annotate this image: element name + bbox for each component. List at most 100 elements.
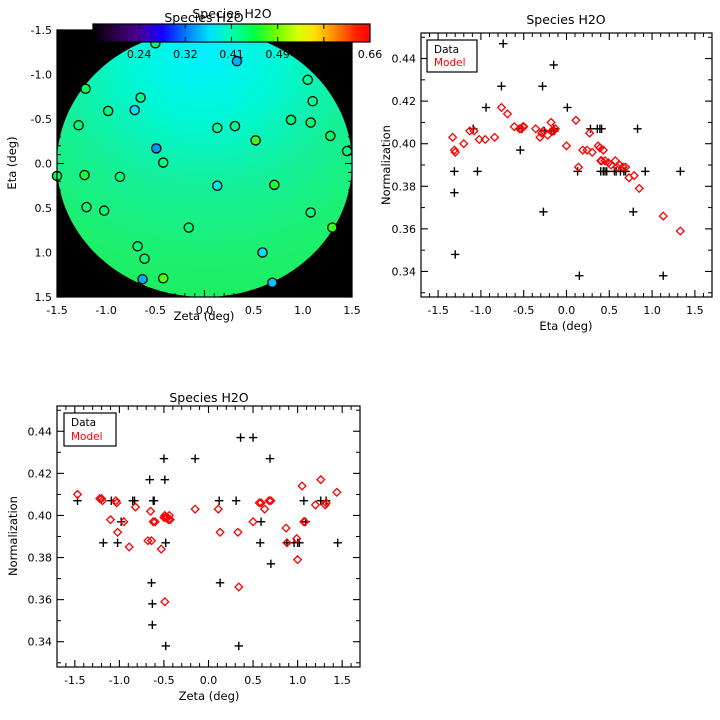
model-marker-diamond <box>530 124 541 134</box>
axis-tick-label-y: 0.40 <box>28 509 53 522</box>
model-marker-diamond <box>571 115 581 126</box>
map-data-point <box>151 143 162 154</box>
model-marker-diamond <box>248 517 258 527</box>
model-marker-diamond <box>573 162 584 172</box>
model-marker-diamond <box>282 538 292 548</box>
zeta-plot-panel: Species H2O -1.5 -1.0 -0.5 0.0 0.5 1.0 1.5 0.34… <box>0 378 380 720</box>
model-marker-diamond <box>518 121 529 132</box>
image-map-ylabel: Eta (deg) <box>5 136 19 189</box>
axis-tick-label-y: 0.36 <box>28 594 53 607</box>
model-marker-diamond <box>538 126 549 136</box>
eta-plot-point-group <box>447 39 686 280</box>
model-marker-diamond <box>213 504 224 514</box>
axis-tick-label-x: 0.0 <box>200 674 218 687</box>
model-marker-diamond <box>606 160 616 170</box>
colorbar-tick-label: 0.57 <box>312 48 337 61</box>
map-data-point <box>81 201 92 213</box>
eta-plot-panel: Species H2O -1.5 -1.0 -0.5 0.0 0.5 1.0 1.5 0.34… <box>379 0 720 340</box>
model-marker-diamond <box>72 489 83 500</box>
colorbar-tick-label: 0.32 <box>173 48 198 61</box>
map-data-point <box>137 273 148 285</box>
map-data-point <box>250 135 261 146</box>
zeta-legend-model-label: Model <box>71 431 103 443</box>
model-marker-diamond <box>658 211 668 221</box>
model-marker-diamond <box>145 506 156 516</box>
model-marker-diamond <box>514 124 525 134</box>
map-data-point <box>79 169 90 181</box>
map-data-point <box>157 273 169 284</box>
map-data-point <box>212 122 223 134</box>
model-marker-diamond <box>105 514 116 525</box>
model-marker-diamond <box>516 124 526 134</box>
map-data-point <box>80 83 91 94</box>
axis-tick-label-x: -1.5 <box>427 304 448 317</box>
model-marker-diamond <box>233 527 243 538</box>
image-map-xlabel: Zeta (deg) <box>174 309 235 323</box>
axis-tick-label-x: 0.0 <box>558 304 576 317</box>
zeta-plot-xlabel: Zeta (deg) <box>179 689 240 703</box>
eta-plot-ylabel: Normalization <box>379 125 393 205</box>
image-map-axes: -1.5 -1.0 -0.5 0.0 0.5 1.0 1.5 1.5 1.0 0.5 0.0 -0.5… <box>31 24 361 317</box>
model-marker-diamond <box>548 126 559 136</box>
model-marker-diamond <box>254 498 265 508</box>
image-map-point-group <box>51 38 353 289</box>
map-data-point <box>269 179 280 191</box>
map-data-point <box>267 277 278 289</box>
map-data-point <box>157 157 169 168</box>
axis-tick-label-x: 1.5 <box>686 304 704 317</box>
map-data-point <box>139 253 150 264</box>
zeta-plot-svg: Species H2O -1.5 -1.0 -0.5 0.0 0.5 1.0 1.5 0.34… <box>6 390 361 703</box>
map-data-point <box>285 114 297 126</box>
model-marker-diamond <box>332 487 342 498</box>
model-marker-diamond <box>111 498 122 508</box>
model-marker-diamond <box>96 493 107 504</box>
colorbar-tick-label: 0.24 <box>127 48 152 61</box>
model-marker-diamond <box>310 500 321 510</box>
colorbar-svg: Species H2O 0.16 0.24 0.32 0.41 0.49 0.57 0.66 <box>81 6 383 61</box>
model-marker-diamond <box>587 147 597 157</box>
image-map-title: Species H2O <box>164 10 243 25</box>
axis-tick-label-y: 0.5 <box>35 202 53 215</box>
zeta-plot-title: Species H2O <box>169 390 248 405</box>
model-marker-diamond <box>629 170 639 181</box>
model-marker-diamond <box>111 495 121 506</box>
axis-tick-label-y: -1.0 <box>31 69 52 82</box>
model-marker-diamond <box>675 226 686 236</box>
axis-tick-label-y: -0.5 <box>31 113 52 126</box>
model-marker-diamond <box>449 145 460 155</box>
eta-plot-xlabel: Eta (deg) <box>539 319 592 333</box>
model-marker-diamond <box>598 145 609 155</box>
zeta-plot-axes: -1.5 -1.0 -0.5 0.0 0.5 1.0 1.5 0.34 0.36 0.38 0.40… <box>28 406 360 687</box>
model-marker-diamond <box>321 498 331 508</box>
map-data-point <box>114 171 126 183</box>
model-marker-diamond <box>620 162 631 172</box>
map-data-point <box>183 222 195 233</box>
model-marker-diamond <box>124 542 134 552</box>
axis-tick-label-x: 0.5 <box>601 304 619 317</box>
model-marker-diamond <box>300 517 310 527</box>
model-marker-diamond <box>256 498 266 508</box>
axis-tick-label-x: 0.5 <box>244 674 262 687</box>
zeta-plot-legend: Data Model <box>63 412 117 447</box>
axis-tick-label-y: 1.5 <box>35 291 53 304</box>
eta-plot-axes: -1.5 -1.0 -0.5 0.0 0.5 1.0 1.5 0.34 0.36 0.38 0.40… <box>392 33 712 317</box>
model-marker-diamond <box>596 156 607 166</box>
axis-tick-label-y: -1.5 <box>31 24 52 37</box>
axis-tick-label-x: 0.0 <box>196 304 214 317</box>
colorbar-tick-label: 0.41 <box>219 48 244 61</box>
model-marker-diamond <box>150 517 160 527</box>
map-data-point <box>325 130 336 142</box>
map-data-point <box>302 74 313 86</box>
axis-tick-label-x: 0.5 <box>245 304 263 317</box>
colorbar-panel: Species H2O 0.16 0.24 0.32 0.41 0.49 0.57 0.66 <box>0 0 400 61</box>
model-marker-diamond <box>281 523 291 533</box>
zeta-plot-ylabel: Normalization <box>6 496 20 576</box>
map-data-point <box>305 117 316 128</box>
axis-tick-label-x: -1.5 <box>46 304 67 317</box>
model-marker-diamond <box>612 162 622 172</box>
model-marker-diamond <box>143 535 153 546</box>
model-marker-diamond <box>546 117 556 128</box>
axis-tick-label-x: 1.0 <box>294 304 312 317</box>
map-data-point <box>305 207 316 218</box>
model-marker-diamond <box>459 138 469 149</box>
